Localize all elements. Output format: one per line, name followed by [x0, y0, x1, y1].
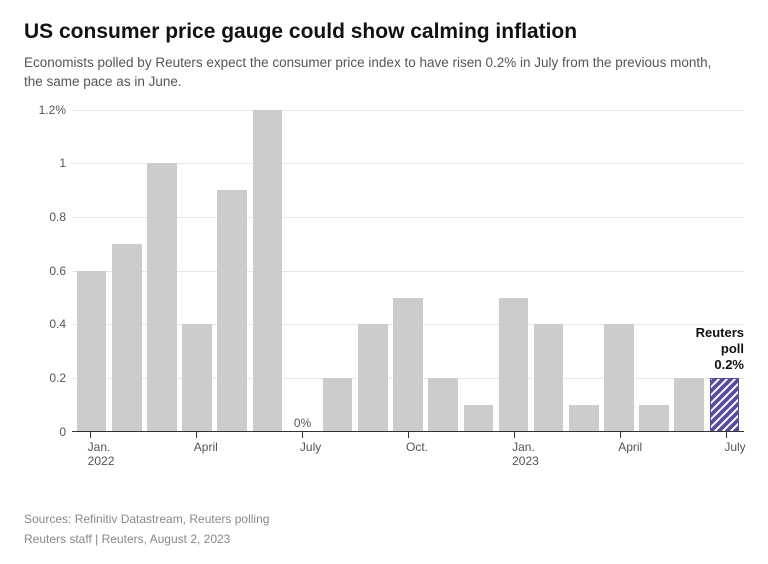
- x-tick: [196, 432, 197, 438]
- bar-highlight: [710, 378, 740, 432]
- bar-slot: [250, 110, 285, 432]
- bar-slot: [672, 110, 707, 432]
- bar: [358, 324, 388, 431]
- y-tick-label: 1.2%: [39, 103, 66, 117]
- bar-slot: [426, 110, 461, 432]
- bar-slot: 0%: [285, 110, 320, 432]
- x-tick-label: April: [618, 440, 642, 454]
- bar: [569, 405, 599, 432]
- y-tick-label: 1: [59, 156, 66, 170]
- x-tick-label: Jan. 2022: [88, 440, 115, 469]
- y-tick-label: 0.4: [49, 317, 66, 331]
- chart-subtitle: Economists polled by Reuters expect the …: [24, 54, 724, 92]
- bar-slot: [461, 110, 496, 432]
- bar: [464, 405, 494, 432]
- bar-slot: [496, 110, 531, 432]
- annotation-line: Reuters: [696, 325, 744, 341]
- bar: [147, 163, 177, 431]
- y-tick-label: 0.2: [49, 371, 66, 385]
- plot-area: 0% Reuterspoll0.2%: [72, 110, 744, 432]
- y-tick-label: 0.8: [49, 210, 66, 224]
- y-tick-label: 0.6: [49, 264, 66, 278]
- x-tick: [408, 432, 409, 438]
- chart-footer: Sources: Refinitiv Datastream, Reuters p…: [24, 510, 269, 548]
- bar: [253, 110, 283, 432]
- x-tick: [726, 432, 727, 438]
- x-tick-label: July: [724, 440, 745, 454]
- x-tick-label: Oct.: [406, 440, 428, 454]
- annotation-line: poll: [696, 341, 744, 357]
- bar-slot: [144, 110, 179, 432]
- annotation-line: 0.2%: [696, 357, 744, 373]
- x-tick-label: April: [194, 440, 218, 454]
- sources-line: Sources: Refinitiv Datastream, Reuters p…: [24, 510, 269, 528]
- bar-slot: [179, 110, 214, 432]
- bars-container: 0%: [72, 110, 744, 432]
- bar-slot: [355, 110, 390, 432]
- bar: [323, 378, 353, 432]
- y-axis: 00.20.40.60.811.2%: [24, 110, 72, 432]
- bar: [112, 244, 142, 432]
- bar: [428, 378, 458, 432]
- poll-annotation: Reuterspoll0.2%: [696, 325, 744, 372]
- bar: [182, 324, 212, 431]
- x-tick: [514, 432, 515, 438]
- bar-slot: [531, 110, 566, 432]
- chart-area: 00.20.40.60.811.2% 0% Reuterspoll0.2% Ja…: [24, 110, 744, 466]
- bar: [499, 298, 529, 432]
- bar-slot: [707, 110, 742, 432]
- bar-slot: [637, 110, 672, 432]
- bar-slot: [109, 110, 144, 432]
- bar: [393, 298, 423, 432]
- bar-slot: [320, 110, 355, 432]
- bar: [604, 324, 634, 431]
- bar: [217, 190, 247, 432]
- bar-slot: [601, 110, 636, 432]
- bar-slot: [566, 110, 601, 432]
- bar: [77, 271, 107, 432]
- x-tick-label: Jan. 2023: [512, 440, 539, 469]
- bar: [639, 405, 669, 432]
- bar-slot: [215, 110, 250, 432]
- x-tick: [90, 432, 91, 438]
- zero-value-label: 0%: [294, 416, 311, 430]
- x-tick: [302, 432, 303, 438]
- x-tick-label: July: [300, 440, 321, 454]
- bar: [534, 324, 564, 431]
- x-tick: [620, 432, 621, 438]
- y-tick-label: 0: [59, 425, 66, 439]
- byline: Reuters staff | Reuters, August 2, 2023: [24, 530, 269, 548]
- x-axis: Jan. 2022 April July Oct. Jan. 2023 April July: [72, 432, 744, 466]
- bar-slot: [390, 110, 425, 432]
- chart-title: US consumer price gauge could show calmi…: [24, 20, 744, 44]
- bar: [674, 378, 704, 432]
- bar-slot: [74, 110, 109, 432]
